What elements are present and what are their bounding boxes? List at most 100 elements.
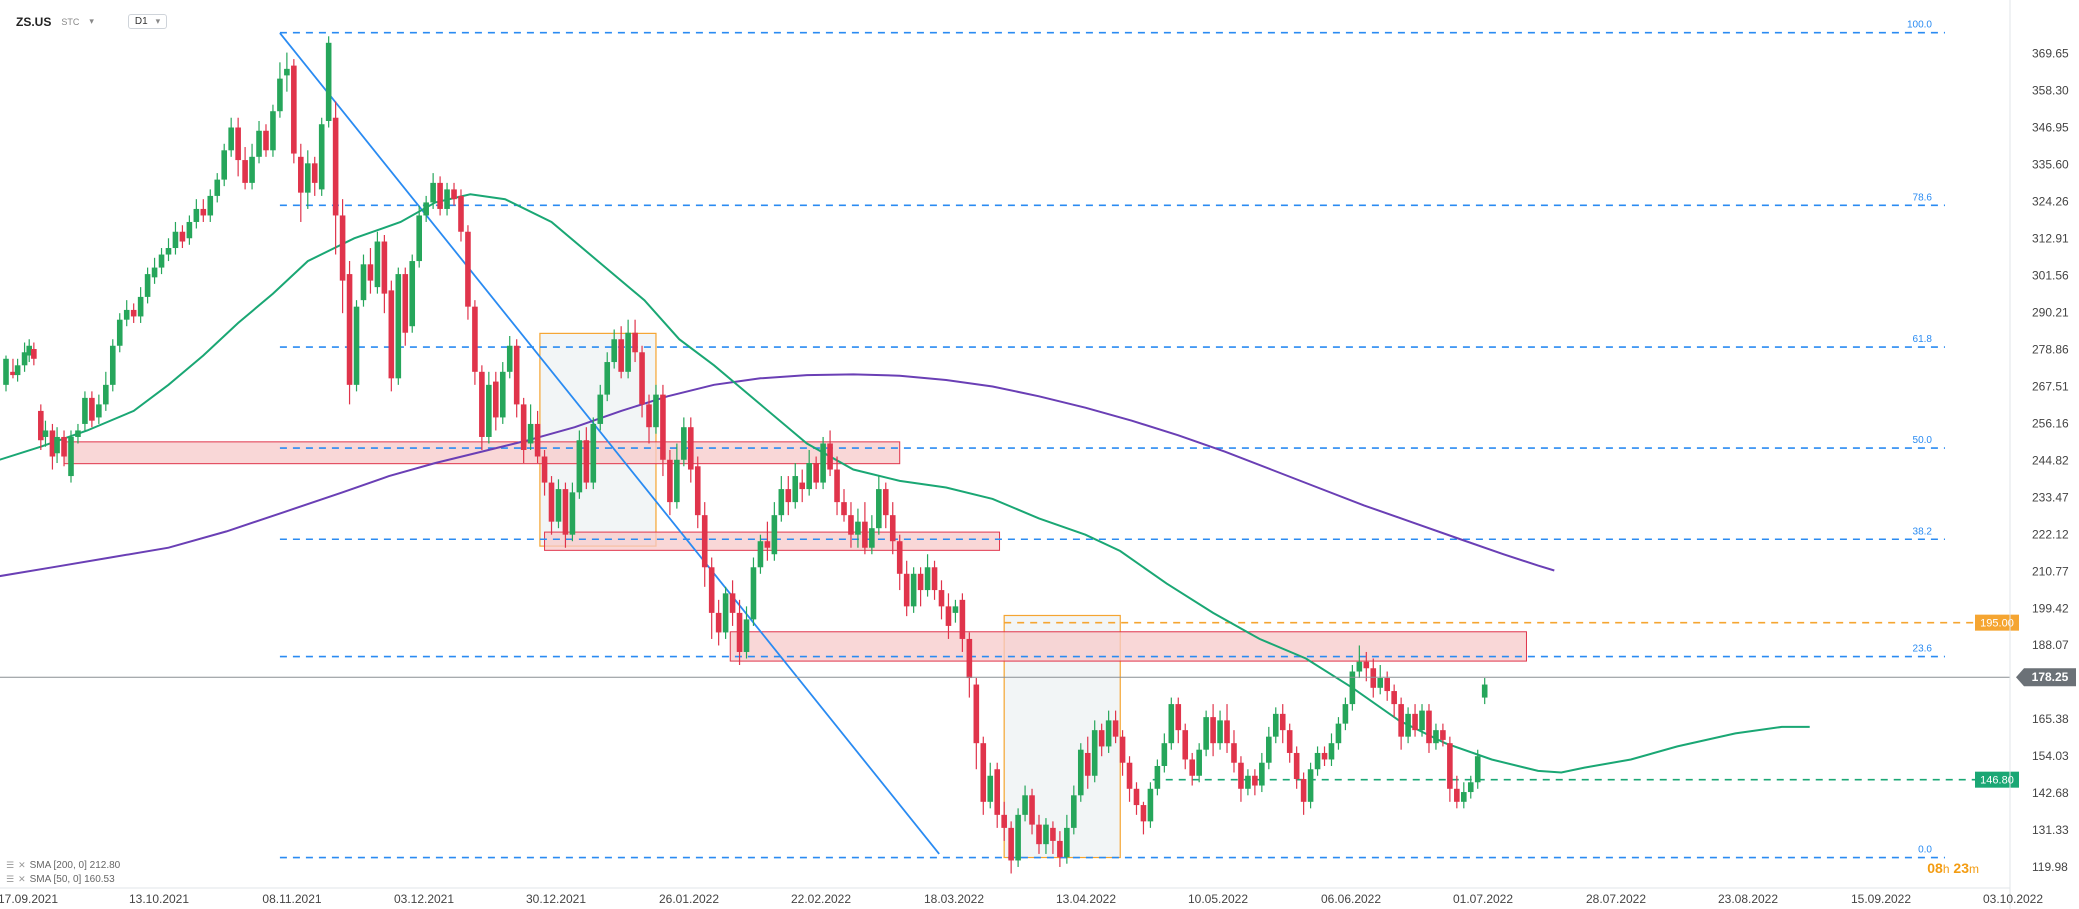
candle-body bbox=[674, 459, 680, 503]
candle bbox=[49, 423, 56, 470]
indicator-sma200[interactable]: ☰ ✕ SMA [200, 0] 212.80 bbox=[6, 860, 120, 871]
candle bbox=[242, 147, 248, 190]
candle bbox=[409, 254, 416, 333]
last-price-tag bbox=[2016, 668, 2076, 687]
time-tick-label: 08.11.2021 bbox=[262, 892, 321, 906]
candle bbox=[61, 430, 67, 467]
candle-body bbox=[903, 573, 910, 607]
candle bbox=[235, 117, 241, 177]
candle-body bbox=[61, 436, 67, 457]
settings-icon[interactable]: ☰ bbox=[6, 860, 15, 870]
candle bbox=[1029, 788, 1035, 835]
candle-body bbox=[1266, 736, 1272, 763]
candle bbox=[96, 394, 102, 424]
candle-body bbox=[451, 189, 457, 200]
level-price-label: 146.80 bbox=[1980, 775, 2014, 787]
candle bbox=[548, 476, 555, 535]
candle bbox=[499, 362, 506, 424]
candle bbox=[1036, 814, 1042, 854]
candle-body bbox=[757, 541, 764, 568]
symbol-label[interactable]: ZS.US bbox=[16, 14, 52, 29]
candle-body bbox=[506, 345, 513, 372]
candle-body bbox=[889, 515, 896, 542]
price-tick-label: 369.65 bbox=[2032, 47, 2069, 61]
candle bbox=[917, 567, 924, 607]
candle bbox=[896, 534, 903, 591]
candle bbox=[430, 173, 436, 209]
candle bbox=[284, 52, 290, 92]
candle-body bbox=[1022, 795, 1028, 815]
candle bbox=[555, 479, 562, 529]
candle bbox=[924, 554, 931, 597]
candle bbox=[513, 339, 520, 418]
timeframe-selector[interactable]: D1 ▾ bbox=[127, 14, 168, 29]
candle bbox=[158, 248, 165, 275]
last-price-label: 178.25 bbox=[2032, 670, 2069, 684]
candle bbox=[1154, 759, 1161, 796]
candle-body bbox=[792, 476, 799, 503]
candle bbox=[771, 502, 778, 561]
candle bbox=[813, 456, 819, 490]
candle-body bbox=[151, 267, 158, 278]
candle-body bbox=[771, 515, 778, 555]
candle bbox=[1314, 746, 1321, 776]
candle bbox=[193, 199, 200, 229]
chevron-down-icon[interactable]: ▾ bbox=[89, 16, 94, 26]
candle bbox=[632, 319, 638, 363]
candle-body bbox=[646, 404, 652, 428]
candle-body bbox=[618, 339, 624, 372]
candle-body bbox=[416, 215, 422, 262]
time-tick-label: 15.09.2022 bbox=[1851, 892, 1911, 906]
candle bbox=[137, 287, 144, 323]
candle bbox=[1196, 743, 1202, 783]
candle bbox=[444, 182, 450, 216]
candle bbox=[42, 420, 49, 447]
fib-level-label: 0.0 bbox=[1918, 845, 1932, 856]
candle bbox=[1071, 785, 1077, 835]
candle-body bbox=[667, 459, 673, 503]
candle-body bbox=[1259, 762, 1265, 786]
candle bbox=[1321, 746, 1328, 766]
candle bbox=[827, 430, 833, 477]
indicator-sma50[interactable]: ☰ ✕ SMA [50, 0] 160.53 bbox=[6, 874, 115, 885]
candle bbox=[75, 423, 81, 444]
candle bbox=[1203, 710, 1209, 757]
close-icon[interactable]: ✕ bbox=[18, 860, 26, 870]
candle bbox=[311, 156, 318, 196]
candle bbox=[1217, 710, 1223, 750]
candle-body bbox=[653, 394, 659, 428]
close-icon[interactable]: ✕ bbox=[18, 874, 26, 884]
candle bbox=[973, 678, 980, 770]
candle-body bbox=[736, 612, 743, 652]
candle bbox=[708, 557, 715, 639]
candle bbox=[256, 120, 262, 164]
candle bbox=[903, 560, 910, 617]
candle-body bbox=[96, 404, 102, 418]
countdown-minutes-unit: m bbox=[1969, 862, 1979, 876]
candle bbox=[1119, 730, 1126, 776]
candle-body bbox=[493, 381, 499, 418]
candle bbox=[1015, 808, 1021, 867]
candle-body bbox=[235, 127, 241, 161]
candle-body bbox=[1426, 710, 1432, 744]
candle-body bbox=[346, 274, 353, 385]
candle-body bbox=[54, 436, 60, 454]
time-tick-label: 22.02.2022 bbox=[791, 892, 851, 906]
candle bbox=[910, 567, 917, 613]
candle bbox=[1147, 782, 1154, 828]
candle bbox=[506, 335, 513, 379]
candle-body bbox=[1133, 788, 1140, 806]
candle-body bbox=[924, 567, 931, 591]
settings-icon[interactable]: ☰ bbox=[6, 874, 15, 884]
candle-body bbox=[966, 638, 973, 679]
candle bbox=[931, 560, 938, 600]
candle bbox=[353, 300, 360, 392]
candle bbox=[792, 463, 799, 509]
candle-body bbox=[729, 593, 736, 613]
candle-body bbox=[1008, 827, 1014, 861]
candle bbox=[527, 404, 534, 450]
candle bbox=[945, 593, 952, 639]
fib-level-label: 23.6 bbox=[1913, 644, 1933, 655]
candle-body bbox=[430, 182, 436, 203]
